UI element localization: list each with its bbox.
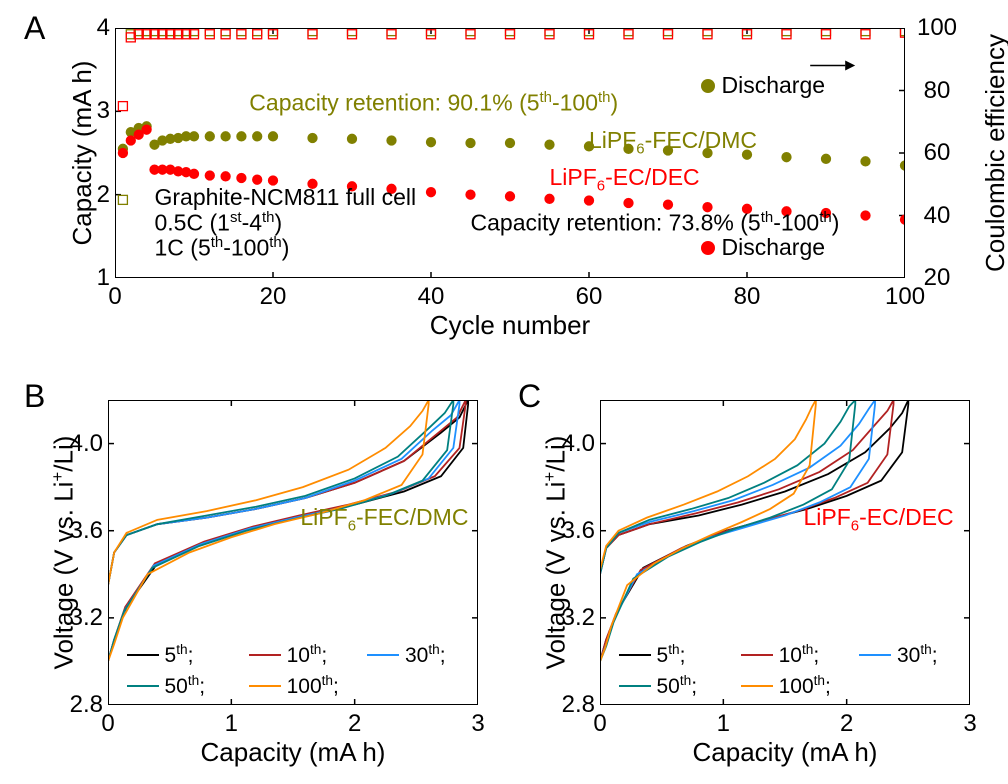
panel-a-annotation: Capacity retention: 73.8% (5th-100th): [471, 209, 840, 237]
panel-a-xtick: 80: [727, 283, 767, 311]
panel-a-xtick: 60: [569, 283, 609, 311]
legend-label: 50th;: [657, 673, 698, 699]
panel-a-annotation: 1C (5th-100th): [155, 234, 290, 262]
xlabel: Capacity (mA h): [600, 737, 970, 768]
legend-swatch: [741, 685, 773, 687]
legend-label: 50th;: [165, 673, 206, 699]
legend-label: 5th;: [657, 642, 686, 668]
panel-a-ytick-right: 60: [912, 139, 962, 167]
panel-a-ytick-right: 80: [912, 77, 962, 105]
panel-a-ytick-right: 40: [912, 202, 962, 230]
panel-a-ylabel-left: Capacity (mA h): [67, 28, 98, 278]
xtick: 1: [216, 710, 246, 738]
legend-swatch: [127, 654, 159, 656]
legend-swatch: [127, 685, 159, 687]
legend-swatch: [619, 685, 651, 687]
panel-letter-a: A: [24, 10, 45, 47]
legend-swatch: [859, 654, 891, 656]
panel-a-xlabel: Cycle number: [115, 310, 905, 341]
panel-a-legend-label: Discharge: [722, 72, 826, 99]
xtick: 3: [463, 710, 493, 738]
ylabel: Voltage (V vs. Li+/Li): [48, 400, 80, 705]
panel-a-ytick-right: 100: [912, 14, 962, 42]
panel-a-xtick: 40: [411, 283, 451, 311]
panel-a-ylabel-right: Coulombic efficiency (%): [980, 28, 1008, 278]
panel-letter-b: B: [24, 378, 45, 415]
legend-label: 5th;: [165, 642, 194, 668]
xtick: 3: [955, 710, 985, 738]
legend-swatch: [741, 654, 773, 656]
panel-a-annotation: LiPF6-FEC/DMC: [589, 127, 757, 158]
figure-root: A B C 020406080100123420406080100Cycle n…: [0, 0, 1008, 784]
panel-a-ytick-right: 20: [912, 264, 962, 292]
legend-swatch: [367, 654, 399, 656]
panel-a-xtick: 20: [253, 283, 293, 311]
xtick: 1: [708, 710, 738, 738]
legend-label: 100th;: [287, 673, 339, 699]
panel-title: LiPF6-EC/DEC: [804, 504, 954, 535]
panel-a-annotation: 0.5C (1st-4th): [155, 209, 283, 237]
panel-a-annotation: Graphite-NCM811 full cell: [155, 184, 417, 211]
panel-letter-c: C: [518, 378, 541, 415]
ylabel: Voltage (V vs. Li+/Li): [540, 400, 572, 705]
panel-a-legend-marker: [701, 79, 715, 93]
legend-label: 30th;: [405, 642, 446, 668]
panel-a-annotation: Capacity retention: 90.1% (5th-100th): [249, 89, 618, 117]
legend-label: 10th;: [287, 642, 328, 668]
panel-a-legend-marker: [701, 241, 715, 255]
legend-label: 30th;: [897, 642, 938, 668]
legend-label: 100th;: [779, 673, 831, 699]
panel-title: LiPF6-FEC/DMC: [300, 504, 468, 535]
xtick: 2: [340, 710, 370, 738]
legend-swatch: [249, 654, 281, 656]
panel-a-legend-label: Discharge: [722, 234, 826, 261]
xtick: 2: [832, 710, 862, 738]
panel-a-annotation: LiPF6-EC/DEC: [550, 164, 700, 195]
legend-label: 10th;: [779, 642, 820, 668]
xlabel: Capacity (mA h): [108, 737, 478, 768]
legend-swatch: [619, 654, 651, 656]
legend-swatch: [249, 685, 281, 687]
